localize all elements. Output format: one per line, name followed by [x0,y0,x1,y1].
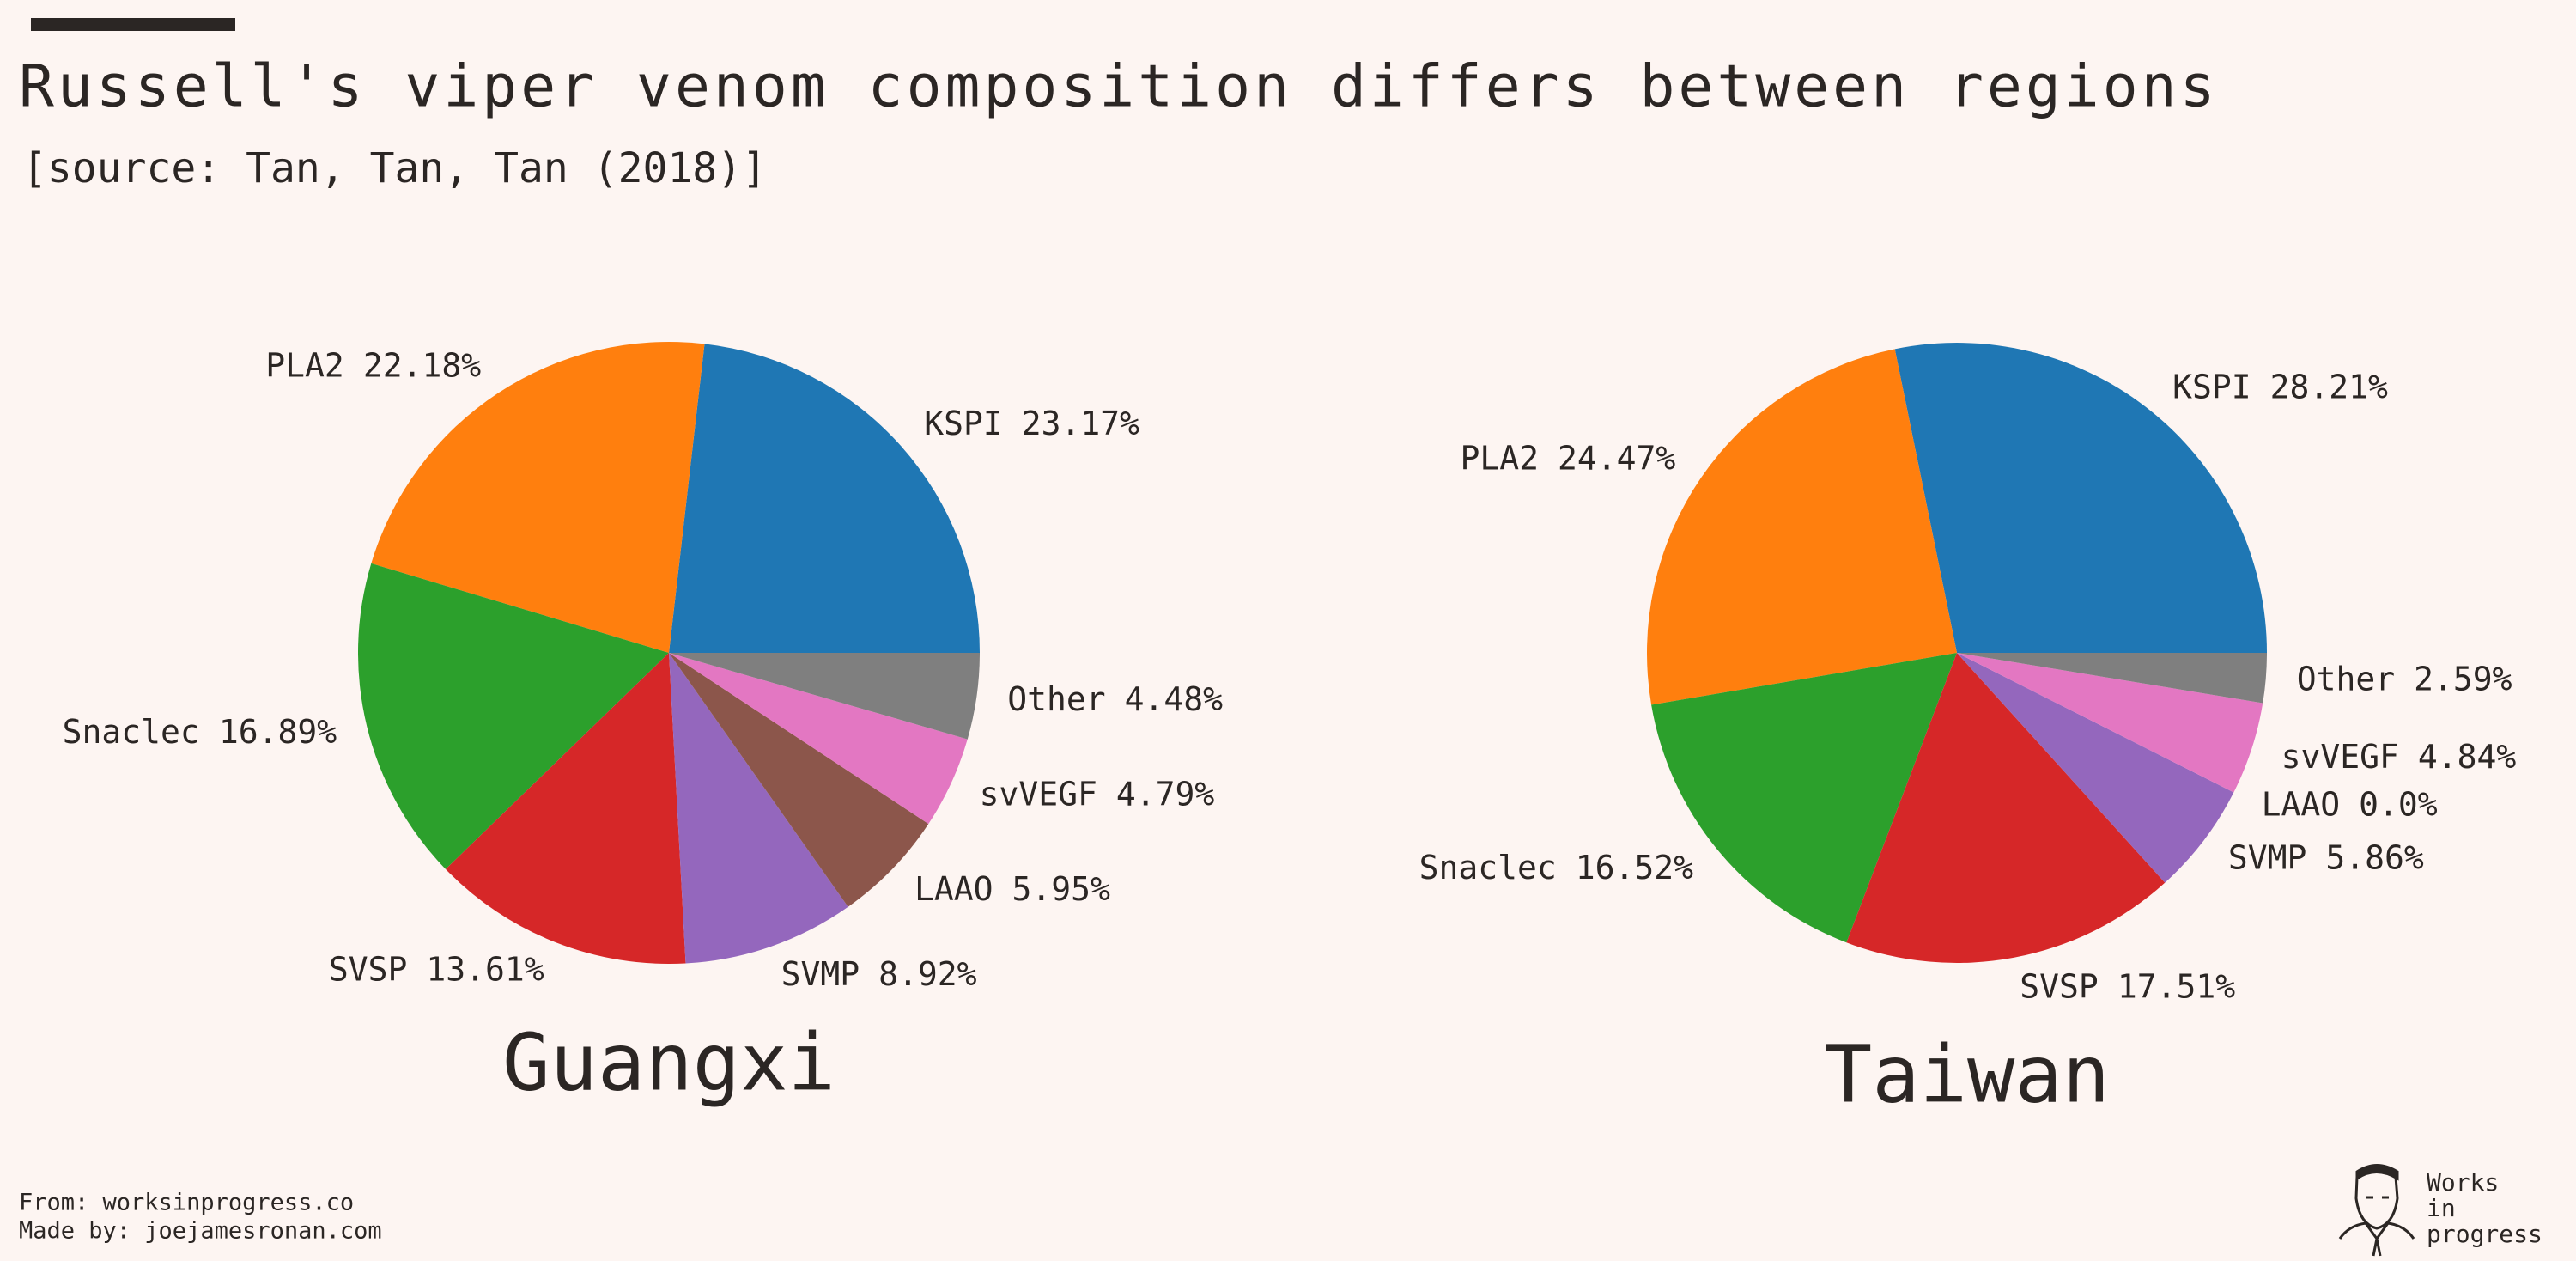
slice-value-label: 5.86% [2325,838,2424,876]
slice-label: KSPI 28.21% [2172,368,2388,405]
slice-value-label: 4.48% [1125,679,1224,717]
footer-from: From: worksinprogress.co [19,1190,354,1216]
slice-category: KSPI [924,405,1003,442]
pie-slice [371,342,705,653]
slice-label: svVEGF 4.84% [2281,737,2517,775]
slice-value-label: 4.84% [2418,737,2517,775]
slice-label: SVSP 17.51% [2020,967,2235,1005]
slice-value-label: 5.95% [1012,870,1111,908]
slice-value-label: 28.21% [2270,368,2388,405]
slice-value-label: 23.17% [1022,405,1139,442]
slice-label: SVSP 13.61% [329,950,544,988]
slice-label: SVMP 5.86% [2228,838,2424,876]
slice-category: LAAO [2262,785,2341,823]
slice-label: Snaclec 16.52% [1419,848,1694,886]
header-bar [31,18,235,31]
slice-label: svVEGF 4.79% [980,775,1215,813]
slice-label: Other 2.59% [2297,660,2512,698]
slice-label: LAAO 5.95% [914,870,1110,908]
chart-title: Taiwan [1825,1028,2110,1120]
pie-slice [669,653,980,740]
pie-slice [1894,343,2267,653]
chart-title: Guangxi [502,1016,835,1108]
pie-slice [445,653,686,964]
pie-slice [358,563,669,869]
slice-category: PLA2 [265,346,344,384]
pie-slice [669,653,848,964]
slice-category: svVEGF [980,775,1097,813]
subtitle: [source: Tan, Tan, Tan (2018)] [22,144,767,192]
pie-slice [1651,653,1957,943]
slice-label: Other 4.48% [1007,679,1223,717]
slice-value-label: 8.92% [878,955,977,993]
slice-value-label: 17.51% [2117,967,2235,1005]
slice-category: KSPI [2172,368,2251,405]
pie-slice [1957,653,2263,793]
slice-category: LAAO [914,870,993,908]
slice-category: Snaclec [63,713,200,751]
pie-slice [1646,349,1957,705]
footer-made-by: Made by: joejamesronan.com [19,1218,382,1245]
slice-category: Other [2297,660,2395,698]
logo-text: progress [2427,1220,2543,1248]
slice-label: LAAO 0.0% [2262,785,2438,823]
title: Russell's viper venom composition differ… [19,53,2219,121]
slice-value-label: 0.0% [2359,785,2438,823]
slice-label: Snaclec 16.89% [63,713,337,751]
pie-slice [669,344,980,653]
slice-category: SVSP [329,950,408,988]
slice-value-label: 2.59% [2414,660,2512,698]
slice-label: PLA2 24.47% [1461,439,1676,477]
slice-category: Snaclec [1419,848,1557,886]
slice-value-label: 16.52% [1576,848,1693,886]
pie-slice [1957,653,2234,883]
pie-slice [1846,653,2166,963]
slice-value-label: 22.18% [363,346,481,384]
slice-category: SVMP [781,955,860,993]
logo-icon [2338,1164,2415,1257]
slice-value-label: 13.61% [426,950,544,988]
slice-category: SVSP [2020,967,2099,1005]
slice-value-label: 16.89% [219,713,337,751]
slice-value-label: 4.79% [1116,775,1215,813]
slice-category: PLA2 [1461,439,1540,477]
logo-text: Works [2427,1168,2499,1197]
slice-label: SVMP 8.92% [781,955,977,993]
slice-label: KSPI 23.17% [924,405,1139,442]
slice-value-label: 24.47% [1558,439,1675,477]
pie-slice [669,653,968,825]
slice-category: SVMP [2228,838,2307,876]
slice-category: Other [1007,679,1105,717]
pie-slice [669,653,929,907]
pie-slice [1957,653,2267,704]
logo-text: in [2427,1194,2456,1222]
slice-label: PLA2 22.18% [265,346,481,384]
slice-category: svVEGF [2281,737,2399,775]
